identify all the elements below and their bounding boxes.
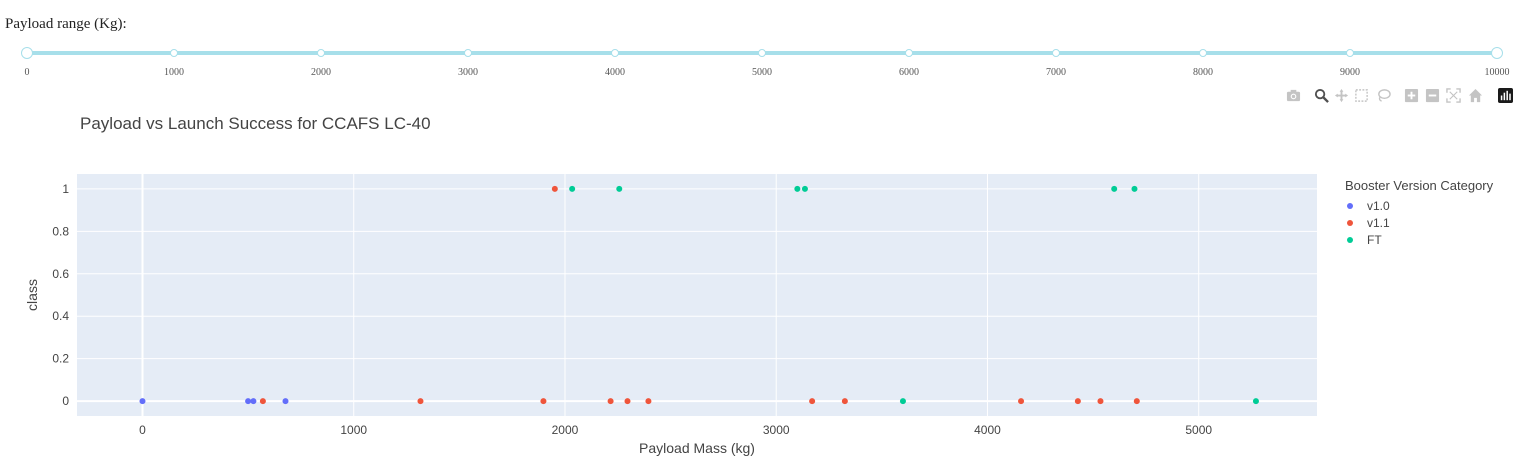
y-tick-label: 0.2 — [52, 352, 69, 366]
plot-area — [77, 174, 1317, 416]
slider-mark-label[interactable]: 5000 — [752, 67, 772, 78]
y-tick-label: 0.6 — [52, 267, 69, 281]
pan-icon[interactable] — [1332, 86, 1350, 104]
y-tick-label: 0 — [62, 394, 69, 408]
legend-swatch — [1347, 202, 1353, 209]
payload-range-label: Payload range (Kg): — [5, 16, 127, 32]
slider-mark-dot — [1199, 49, 1207, 57]
legend: Booster Version Category v1.0 v1.1 FT — [1345, 178, 1493, 248]
zoom-icon[interactable] — [1312, 86, 1330, 104]
y-axis-title: class — [24, 279, 40, 311]
data-point-ft — [899, 398, 906, 405]
data-point-v1-1 — [417, 398, 424, 405]
slider-mark-dot — [1346, 49, 1354, 57]
data-point-v1-1 — [607, 398, 614, 405]
data-point-v1-0 — [139, 398, 146, 405]
slider-handle-min[interactable] — [21, 47, 33, 59]
data-point-v1-1 — [1074, 398, 1081, 405]
slider-mark-dot — [464, 49, 472, 57]
data-point-v1-1 — [809, 398, 816, 405]
legend-item-v1-0[interactable]: v1.0 — [1345, 197, 1493, 214]
chart-title: Payload vs Launch Success for CCAFS LC-4… — [80, 114, 431, 133]
legend-swatch — [1347, 219, 1353, 226]
legend-title: Booster Version Category — [1345, 178, 1494, 193]
slider-mark-label[interactable]: 8000 — [1193, 67, 1213, 78]
camera-icon[interactable] — [1284, 86, 1302, 104]
data-point-ft — [569, 185, 576, 192]
slider-mark-label[interactable]: 6000 — [899, 67, 919, 78]
data-point-v1-0 — [245, 398, 252, 405]
slider-mark-label[interactable]: 2000 — [311, 67, 331, 78]
slider-mark-dot — [170, 49, 178, 57]
slider-mark-label[interactable]: 1000 — [164, 67, 184, 78]
slider-mark-dot — [317, 49, 325, 57]
payload-range-slider[interactable]: 0 1000 2000 3000 4000 5000 6000 7000 8000 9000 100… — [21, 44, 1510, 84]
data-point-v1-1 — [645, 398, 652, 405]
zoom-out-icon[interactable] — [1423, 86, 1441, 104]
data-point-v1-1 — [841, 398, 848, 405]
lasso-icon[interactable] — [1374, 86, 1392, 104]
slider-handle-max[interactable] — [1491, 47, 1503, 59]
legend-label: v1.0 — [1367, 198, 1390, 213]
reset-axes-icon[interactable] — [1466, 86, 1484, 104]
x-tick-label: 2000 — [552, 423, 579, 437]
legend-item-ft[interactable]: FT — [1345, 231, 1493, 248]
data-point-ft — [616, 185, 623, 192]
slider-mark-label[interactable]: 7000 — [1046, 67, 1066, 78]
data-point-ft — [794, 185, 801, 192]
x-tick-label: 4000 — [974, 423, 1001, 437]
x-tick-label: 5000 — [1185, 423, 1212, 437]
autoscale-icon[interactable] — [1444, 86, 1462, 104]
data-point-v1-1 — [624, 398, 631, 405]
data-point-ft — [1252, 398, 1259, 405]
modebar — [1284, 86, 1514, 104]
data-point-ft — [1111, 185, 1118, 192]
slider-mark-label[interactable]: 4000 — [605, 67, 625, 78]
x-tick-label: 0 — [139, 423, 146, 437]
data-point-v1-0 — [282, 398, 289, 405]
data-point-v1-0 — [250, 398, 257, 405]
slider-mark-dot — [611, 49, 619, 57]
data-point-ft — [1131, 185, 1138, 192]
slider-mark-dot — [1052, 49, 1060, 57]
slider-mark-label[interactable]: 3000 — [458, 67, 478, 78]
box-select-icon[interactable] — [1352, 86, 1370, 104]
slider-mark-dot — [758, 49, 766, 57]
x-axis-title: Payload Mass (kg) — [639, 440, 755, 456]
legend-item-v1-1[interactable]: v1.1 — [1345, 214, 1493, 231]
data-point-v1-1 — [1133, 398, 1140, 405]
y-tick-label: 0.8 — [52, 224, 69, 238]
plotly-logo-icon[interactable] — [1496, 86, 1514, 104]
x-tick-label: 1000 — [340, 423, 367, 437]
legend-label: v1.1 — [1367, 215, 1390, 230]
data-point-v1-1 — [540, 398, 547, 405]
legend-swatch — [1347, 236, 1353, 243]
zoom-in-icon[interactable] — [1402, 86, 1420, 104]
slider-mark-label[interactable]: 10000 — [1484, 67, 1510, 78]
data-point-v1-1 — [1018, 398, 1025, 405]
y-tick-label: 0.4 — [52, 309, 69, 323]
data-point-ft — [801, 185, 808, 192]
x-tick-label: 3000 — [763, 423, 790, 437]
data-point-v1-1 — [259, 398, 266, 405]
slider-mark-label[interactable]: 9000 — [1340, 67, 1360, 78]
legend-label: FT — [1367, 232, 1382, 247]
slider-mark-dot — [905, 49, 913, 57]
data-point-v1-1 — [551, 185, 558, 192]
slider-mark-label[interactable]: 0 — [24, 67, 30, 78]
data-point-v1-1 — [1097, 398, 1104, 405]
y-tick-label: 1 — [62, 182, 69, 196]
